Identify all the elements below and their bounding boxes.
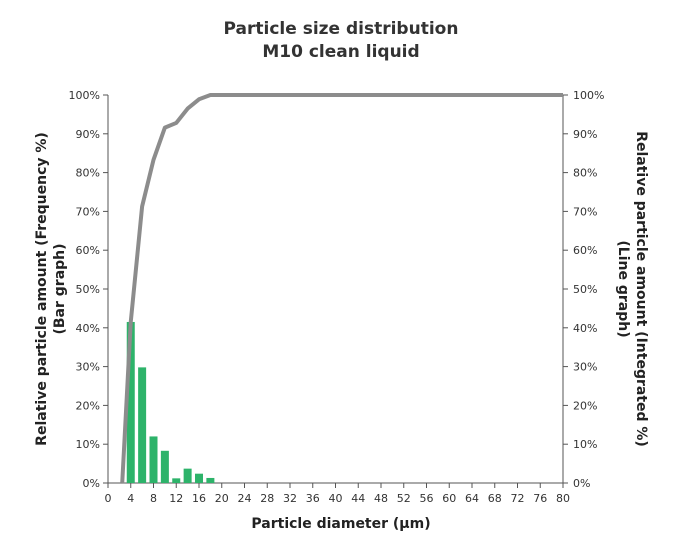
right-y-tick-label: 60% — [573, 244, 597, 257]
right-y-tick-label: 90% — [573, 128, 597, 141]
right-y-tick-label: 80% — [573, 167, 597, 180]
x-tick-label: 56 — [420, 492, 434, 505]
left-y-tick-label: 20% — [76, 399, 100, 412]
x-tick-label: 68 — [488, 492, 502, 505]
x-tick-label: 36 — [306, 492, 320, 505]
left-y-tick-label: 10% — [76, 438, 100, 451]
right-axis-title: Relative particle amount (Integrated %) — [633, 131, 649, 447]
x-tick-label: 20 — [215, 492, 229, 505]
x-tick-label: 44 — [351, 492, 365, 505]
x-tick-label: 32 — [283, 492, 297, 505]
x-axis-title: Particle diameter (µm) — [251, 516, 430, 532]
left-y-tick-label: 50% — [76, 283, 100, 296]
left-y-tick-label: 100% — [69, 89, 100, 102]
right-y-tick-label: 10% — [573, 438, 597, 451]
integrated-line — [120, 93, 563, 484]
x-tick-label: 72 — [511, 492, 525, 505]
x-tick-label: 64 — [465, 492, 479, 505]
x-tick-label: 0 — [105, 492, 112, 505]
left-y-tick-label: 40% — [76, 322, 100, 335]
x-tick-label: 60 — [442, 492, 456, 505]
frequency-bar — [138, 367, 147, 483]
frequency-bar — [183, 468, 192, 483]
x-tick-label: 80 — [556, 492, 570, 505]
right-y-tick-label: 70% — [573, 205, 597, 218]
left-y-axis: 0% 10% 20% 30% 40% 50% 60% 70% 80% 90% 100% — [69, 89, 109, 490]
chart-subtitle: M10 clean liquid — [262, 42, 419, 62]
x-tick-label: 16 — [192, 492, 206, 505]
x-tick-label: 48 — [374, 492, 388, 505]
right-y-tick-label: 50% — [573, 283, 597, 296]
left-axis-title: Relative particle amount (Frequency %) — [34, 132, 50, 446]
right-y-tick-label: 20% — [573, 399, 597, 412]
x-tick-label: 24 — [238, 492, 252, 505]
left-y-tick-label: 30% — [76, 361, 100, 374]
right-y-tick-label: 0% — [573, 477, 590, 490]
x-tick-label: 12 — [169, 492, 183, 505]
right-y-tick-label: 40% — [573, 322, 597, 335]
frequency-bar — [126, 321, 135, 483]
frequency-bar — [149, 436, 158, 483]
left-axis-subtitle: (Bar graph) — [52, 243, 68, 334]
right-axis-subtitle: (Line graph) — [615, 240, 631, 337]
frequency-bar — [172, 478, 181, 483]
chart-title: Particle size distribution — [224, 19, 459, 39]
frequency-bar — [195, 473, 203, 483]
left-y-tick-label: 70% — [76, 205, 100, 218]
x-tick-label: 76 — [533, 492, 547, 505]
integrated-line-path — [120, 93, 563, 484]
x-axis: 0 4 8 12 16 20 24 28 32 36 40 44 48 52 56 60 64 68 72 76 80 — [105, 482, 570, 505]
left-y-tick-label: 90% — [76, 128, 100, 141]
x-tick-label: 40 — [329, 492, 343, 505]
left-y-tick-label: 60% — [76, 244, 100, 257]
x-tick-label: 4 — [127, 492, 134, 505]
left-y-tick-label: 0% — [83, 477, 100, 490]
frequency-bars — [126, 321, 215, 483]
frequency-bar — [206, 477, 215, 483]
x-tick-label: 8 — [150, 492, 157, 505]
right-y-tick-label: 30% — [573, 361, 597, 374]
right-y-axis: 0% 10% 20% 30% 40% 50% 60% 70% 80% 90% 100% — [562, 89, 604, 490]
frequency-bar — [160, 450, 169, 483]
right-y-tick-label: 100% — [573, 89, 604, 102]
x-tick-label: 28 — [260, 492, 274, 505]
left-y-tick-label: 80% — [76, 167, 100, 180]
x-tick-label: 52 — [397, 492, 411, 505]
